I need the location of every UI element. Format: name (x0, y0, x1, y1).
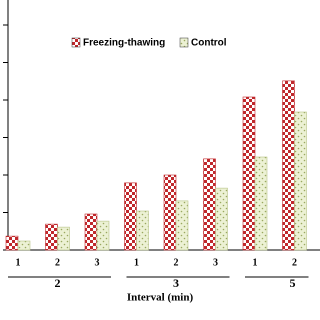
bar (96, 220, 110, 251)
legend-label: Control (191, 38, 227, 49)
bar (294, 111, 307, 251)
x-tick-label: 1 (16, 257, 21, 268)
group-label: 2 (55, 276, 61, 290)
legend-swatch (71, 37, 81, 48)
bar (5, 235, 19, 251)
legend-swatch (179, 37, 189, 48)
group-label: 5 (290, 276, 296, 290)
x-tick-label: 1 (134, 257, 139, 268)
bar (57, 226, 70, 251)
bar (242, 96, 256, 251)
group-label: 3 (173, 276, 179, 290)
x-tick-label: 2 (174, 257, 179, 268)
bar (175, 200, 189, 251)
bar (203, 158, 216, 251)
legend-label: Freezing-thawing (83, 38, 165, 49)
bar (84, 213, 98, 251)
x-tick-label: 3 (213, 257, 218, 268)
x-tick-label: 3 (95, 257, 100, 268)
bar (215, 187, 228, 251)
x-tick-label: 2 (55, 257, 60, 268)
x-tick-label: 1 (253, 257, 258, 268)
bar (254, 156, 268, 251)
bar (136, 210, 149, 251)
x-tick-label: 2 (292, 257, 297, 268)
x-axis-label: Interval (min) (127, 292, 194, 304)
bar (45, 223, 58, 251)
bar (124, 182, 137, 251)
bar (17, 240, 31, 251)
bar (163, 174, 177, 251)
bar (282, 80, 295, 251)
